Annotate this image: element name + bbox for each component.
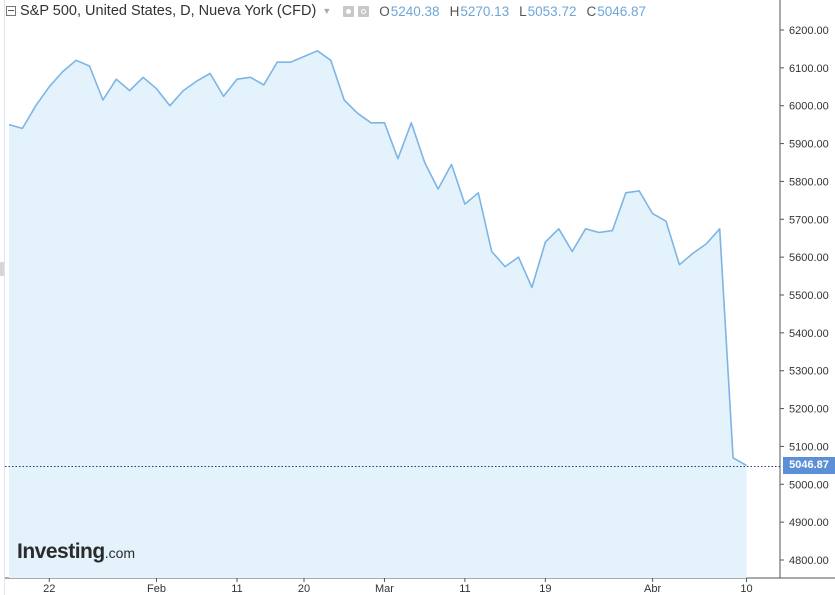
x-tick-label: Mar	[375, 583, 394, 595]
gear-icon[interactable]	[358, 5, 370, 17]
x-tick-label: 11	[459, 583, 470, 595]
y-tick-label: 5100.00	[789, 441, 829, 453]
y-tick-label: 5800.00	[789, 176, 829, 188]
x-tick-label: 22	[43, 583, 55, 595]
y-tick-label: 6200.00	[789, 25, 829, 37]
area-fill	[9, 50, 747, 579]
y-axis[interactable]: 4800.00 4900.00 5000.00 5100.00 5200.00 5300.…	[780, 25, 829, 567]
y-tick-label: 6000.00	[789, 101, 829, 113]
chart-area[interactable]: 4800.00 4900.00 5000.00 5100.00 5200.00 5300.…	[4, 0, 835, 595]
collapse-icon[interactable]	[6, 6, 16, 16]
y-tick-label: 4900.00	[789, 517, 829, 529]
price-line	[8, 50, 747, 467]
y-tick-label: 5500.00	[789, 290, 829, 302]
y-tick-label: 5300.00	[789, 366, 829, 378]
last-price-label: 5046.87	[783, 457, 835, 474]
y-tick-label: 5000.00	[789, 479, 829, 491]
chevron-down-icon[interactable]: ▼	[322, 6, 332, 16]
resize-handle[interactable]	[0, 262, 4, 276]
y-tick-label: 5700.00	[789, 214, 829, 226]
x-tick-label: 10	[740, 583, 752, 595]
y-tick-label: 5900.00	[789, 139, 829, 151]
x-tick-label: 11	[231, 583, 242, 595]
x-tick-label: Abr	[644, 583, 661, 595]
ohlc-open: O5240.38	[379, 3, 440, 19]
y-tick-label: 4800.00	[789, 555, 829, 567]
x-tick-label: Feb	[147, 583, 166, 595]
x-tick-label: 19	[539, 583, 551, 595]
chart-header: S&P 500, United States, D, Nueva York (C…	[6, 1, 646, 21]
area-layer	[5, 50, 780, 579]
ohlc-low: L5053.72	[519, 3, 577, 19]
symbol-title[interactable]: S&P 500, United States, D, Nueva York (C…	[20, 3, 317, 19]
y-tick-label: 5600.00	[789, 252, 829, 264]
y-tick-label: 6100.00	[789, 63, 829, 75]
x-tick-label: 20	[298, 583, 310, 595]
eye-icon[interactable]	[343, 5, 355, 17]
investing-logo: Investing.com	[17, 540, 136, 563]
x-axis[interactable]: 22 Feb 11 20 Mar 11 19 Abr 10	[43, 578, 753, 595]
ohlc-close: C5046.87	[586, 3, 647, 19]
ohlc-high: H5270.13	[449, 3, 510, 19]
price-chart[interactable]: 4800.00 4900.00 5000.00 5100.00 5200.00 5300.…	[5, 0, 835, 595]
y-tick-label: 5400.00	[789, 328, 829, 340]
y-tick-label: 5200.00	[789, 404, 829, 416]
